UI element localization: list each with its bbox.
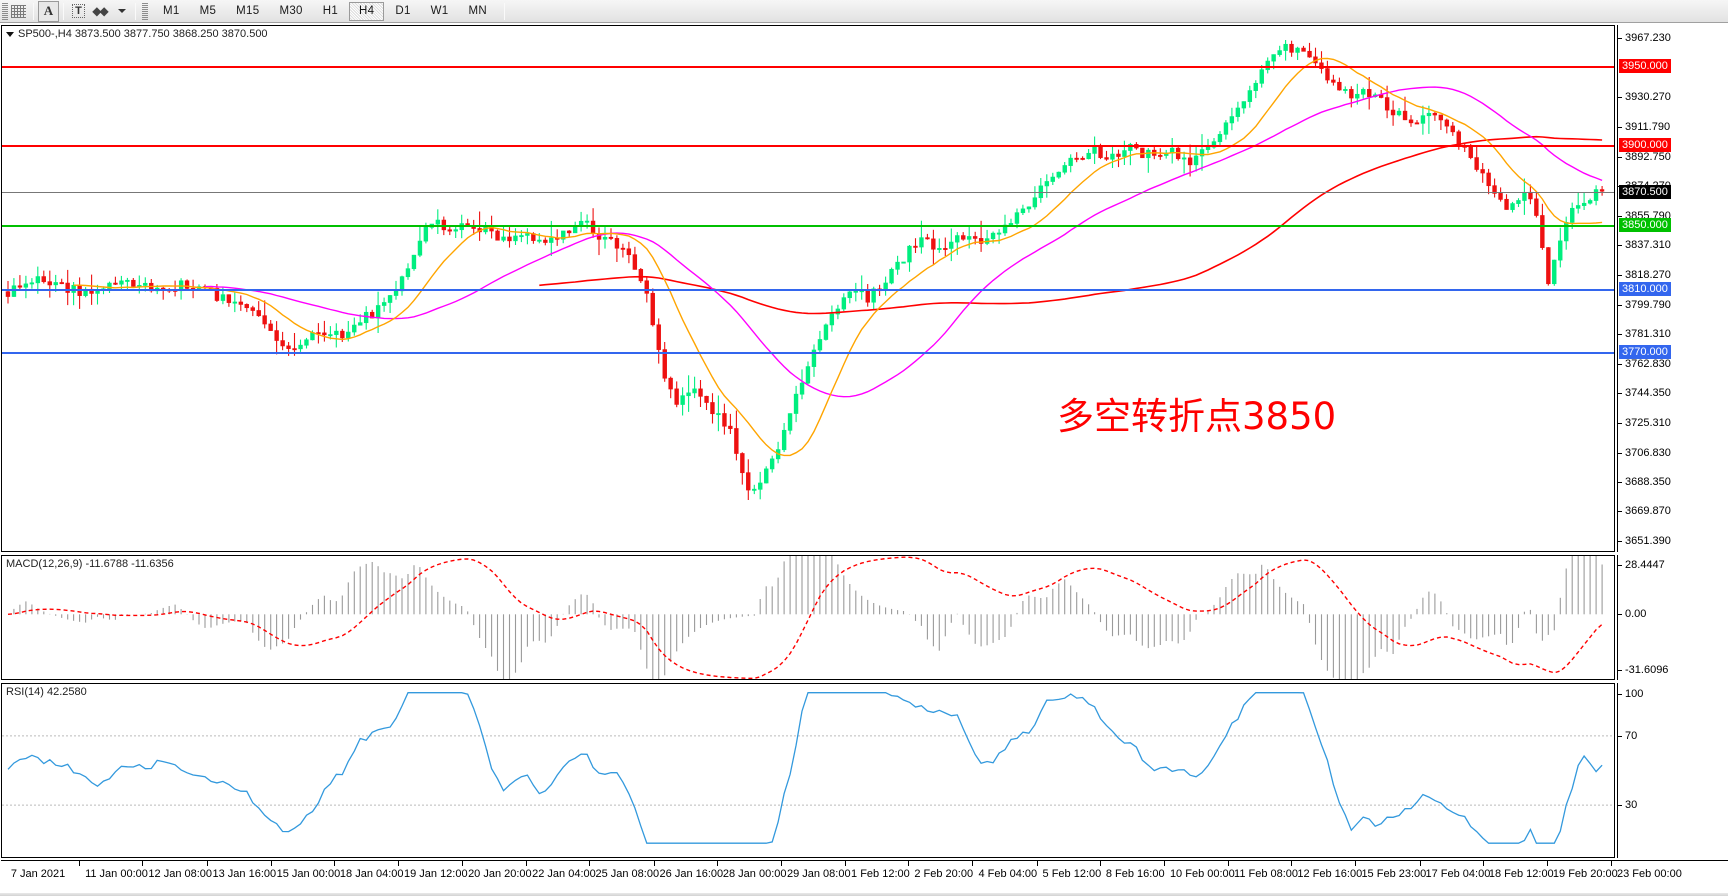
time-axis-tick: 29 Jan 08:00: [781, 861, 851, 880]
time-axis-tick: 11 Feb 08:00: [1228, 861, 1299, 880]
level-line-support[interactable]: [2, 288, 1614, 291]
rsi-axis-tick: 70: [1618, 730, 1637, 742]
time-axis[interactable]: 7 Jan 2021 11 Jan 00:00 12 Jan 08:00 13 Jan…: [1, 860, 1728, 892]
time-axis-tick: 10 Feb 00:00: [1163, 861, 1235, 880]
level-line-support[interactable]: [2, 352, 1614, 355]
chevron-down-icon[interactable]: [6, 31, 14, 37]
time-axis-tick: 18 Feb 12:00: [1482, 861, 1554, 880]
macd-panel[interactable]: MACD(12,26,9) -11.6788 -11.6356: [1, 555, 1615, 680]
rsi-panel[interactable]: RSI(14) 42.2580: [1, 683, 1615, 858]
time-axis-tick: 7 Jan 2021: [10, 868, 66, 880]
price-chart-panel[interactable]: SP500-,H4 3873.500 3877.750 3868.250 387…: [1, 25, 1615, 552]
chart-annotation: 多空转折点3850: [1057, 394, 1337, 438]
price-axis-tick: 3706.830: [1618, 447, 1671, 459]
time-axis-tick: 8 Feb 16:00: [1099, 861, 1165, 880]
timeframe-d1[interactable]: D1: [395, 5, 411, 17]
time-axis-tick: 2 Feb 20:00: [908, 861, 974, 880]
rsi-axis-tick: 100: [1618, 688, 1643, 700]
price-badge-resistance: 3950.000: [1619, 58, 1671, 73]
macd-axis-tick: 0.00: [1618, 608, 1646, 620]
time-axis-tick: 11 Jan 00:00: [79, 861, 148, 880]
window-bottom-edge: [0, 893, 1728, 896]
time-axis-tick: 12 Feb 16:00: [1291, 861, 1363, 880]
price-axis-tick: 3799.790: [1618, 299, 1671, 311]
toolbar-grip-1[interactable]: [2, 2, 8, 20]
price-axis-tick: 3911.790: [1618, 121, 1670, 133]
price-axis-tick: 3837.310: [1618, 239, 1671, 251]
crosshair-grid-icon[interactable]: [8, 1, 29, 22]
toolbar-divider-2: [63, 2, 64, 20]
price-badge-pivot: 3850.000: [1619, 217, 1671, 232]
price-axis[interactable]: 3967.2303930.2703911.7903892.7503874.270…: [1617, 25, 1728, 552]
level-line-resistance[interactable]: [2, 65, 1614, 68]
toolbar-divider-1: [33, 2, 34, 20]
time-axis-tick: 18 Jan 04:00: [333, 861, 404, 880]
price-series-svg: [5, 40, 1605, 500]
time-axis-tick: 25 Jan 08:00: [589, 861, 660, 880]
text-object-icon[interactable]: T: [68, 1, 89, 22]
timeframe-m5[interactable]: M5: [199, 5, 217, 17]
time-axis-tick: 19 Jan 12:00: [398, 861, 468, 880]
timeframe-mn[interactable]: MN: [468, 5, 488, 17]
time-axis-tick: 1 Feb 12:00: [845, 861, 910, 880]
text-label-icon[interactable]: A: [38, 0, 59, 22]
price-axis-tick: 3725.310: [1618, 417, 1671, 429]
price-badge-last-price: 3870.500: [1619, 185, 1671, 200]
price-axis-tick: 3651.390: [1618, 535, 1671, 547]
toolbar-grip-2[interactable]: [142, 2, 148, 20]
rsi-axis-tick: 30: [1618, 799, 1637, 811]
time-axis-tick: 15 Jan 00:00: [270, 861, 341, 880]
price-axis-tick: 3669.870: [1618, 505, 1671, 517]
level-line-resistance[interactable]: [2, 145, 1614, 148]
timeframe-m15[interactable]: M15: [236, 5, 260, 17]
macd-axis-tick: 28.4447: [1618, 559, 1665, 571]
timeframe-h1[interactable]: H1: [322, 5, 339, 17]
time-axis-tick: 15 Feb 23:00: [1355, 861, 1427, 880]
time-axis-tick: 5 Feb 12:00: [1036, 861, 1102, 880]
time-axis-tick: 12 Jan 08:00: [142, 861, 213, 880]
main-toolbar: A T ◆◆ M1 M5 M15 M30 H1 H4 D1 W1 MN: [0, 0, 1728, 23]
level-line-pivot[interactable]: [2, 224, 1614, 227]
time-axis-tick: 4 Feb 04:00: [972, 861, 1038, 880]
symbol-header-text: SP500-,H4 3873.500 3877.750 3868.250 387…: [18, 28, 268, 40]
price-axis-tick: 3744.350: [1618, 387, 1671, 399]
time-axis-tick: 20 Jan 20:00: [462, 861, 532, 880]
price-badge-support: 3810.000: [1619, 281, 1671, 296]
timeframe-group: M1 M5 M15 M30 H1 H4 D1 W1 MN: [154, 1, 496, 21]
price-axis-tick: 3781.310: [1618, 328, 1671, 340]
rsi-axis[interactable]: 100 70 30: [1617, 683, 1728, 858]
timeframe-h4[interactable]: H4: [349, 1, 385, 21]
time-axis-tick: 13 Jan 16:00: [206, 861, 277, 880]
price-axis-tick: 3762.830: [1618, 358, 1671, 370]
rsi-label: RSI(14) 42.2580: [6, 686, 87, 698]
time-axis-tick: 28 Jan 00:00: [716, 861, 787, 880]
rsi-series-svg: [2, 692, 1614, 844]
price-badge-support: 3770.000: [1619, 345, 1671, 360]
price-axis-tick: 3818.270: [1618, 269, 1671, 281]
timeframe-m30[interactable]: M30: [279, 5, 303, 17]
price-axis-tick: 3688.350: [1618, 476, 1671, 488]
price-axis-tick: 3967.230: [1618, 32, 1671, 44]
time-axis-tick: 26 Jan 16:00: [653, 861, 724, 880]
time-axis-tick: 17 Feb 04:00: [1419, 861, 1491, 880]
timeframe-w1[interactable]: W1: [430, 5, 449, 17]
macd-label: MACD(12,26,9) -11.6788 -11.6356: [6, 558, 174, 570]
toolbar-divider-3: [135, 2, 136, 20]
price-axis-tick: 3892.750: [1618, 151, 1671, 163]
level-line-last-price[interactable]: [2, 192, 1614, 194]
shapes-dropdown-icon[interactable]: [110, 1, 131, 22]
price-axis-tick: 3930.270: [1618, 91, 1671, 103]
timeframe-m1[interactable]: M1: [163, 5, 180, 17]
time-axis-tick: 22 Jan 04:00: [526, 861, 596, 880]
time-axis-tick: 19 Feb 20:00: [1546, 861, 1618, 880]
macd-series-svg: [7, 556, 1603, 679]
time-axis-tick: 23 Feb 00:00: [1611, 861, 1682, 880]
macd-axis[interactable]: 28.4447 0.00 -31.6096: [1617, 555, 1728, 680]
shapes-icon[interactable]: ◆◆: [92, 4, 109, 18]
toolbar-divider-4: [504, 2, 506, 20]
symbol-header: SP500-,H4 3873.500 3877.750 3868.250 387…: [6, 28, 268, 40]
macd-axis-tick: -31.6096: [1618, 664, 1668, 676]
price-badge-resistance: 3900.000: [1619, 138, 1671, 153]
